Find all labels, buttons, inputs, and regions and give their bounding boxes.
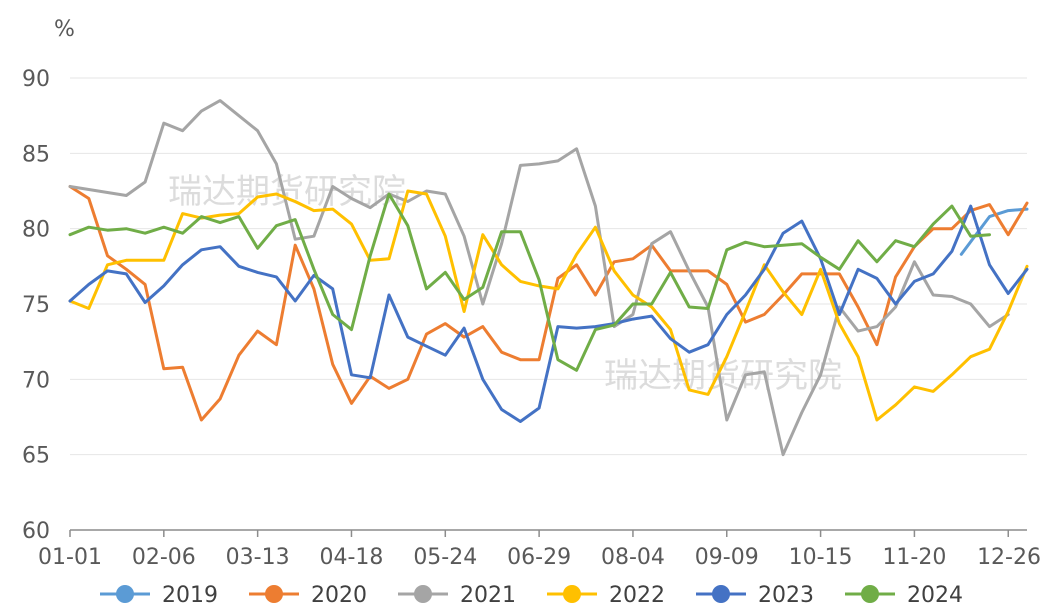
y-tick-label: 70 xyxy=(22,368,50,393)
legend-label: 2023 xyxy=(758,583,814,608)
legend-label: 2021 xyxy=(460,583,516,608)
legend-marker xyxy=(414,585,432,603)
x-tick-label: 10-15 xyxy=(789,545,853,570)
legend-item-2023[interactable]: 2023 xyxy=(696,583,814,608)
y-tick-label: 60 xyxy=(22,519,50,544)
x-tick-label: 01-01 xyxy=(38,545,102,570)
x-tick-label: 09-09 xyxy=(695,545,759,570)
y-tick-label: 75 xyxy=(22,293,50,318)
series-line-2019 xyxy=(959,207,1029,256)
y-axis-ticks: 60 65 70 75 80 85 90 xyxy=(22,67,50,544)
x-tick-label: 11-20 xyxy=(882,545,946,570)
x-tick-label: 04-18 xyxy=(320,545,384,570)
legend-label: 2022 xyxy=(609,583,665,608)
legend-item-2019[interactable]: 2019 xyxy=(100,583,218,608)
series-line-2022 xyxy=(68,189,1029,422)
legend-marker xyxy=(116,585,134,603)
legend-label: 2024 xyxy=(907,583,963,608)
y-axis-unit-label: % xyxy=(54,17,75,42)
y-tick-label: 80 xyxy=(22,218,50,243)
x-tick-label: 12-26 xyxy=(977,545,1041,570)
series-line-2024 xyxy=(68,192,991,372)
gridlines xyxy=(70,77,1027,456)
legend-item-2022[interactable]: 2022 xyxy=(547,583,665,608)
x-tick-label: 05-24 xyxy=(413,545,477,570)
x-tick-label: 02-06 xyxy=(132,545,196,570)
legend-label: 2019 xyxy=(162,583,218,608)
x-tick-label: 06-29 xyxy=(507,545,571,570)
legend-marker xyxy=(563,585,581,603)
series-lines xyxy=(68,99,1029,457)
legend-item-2021[interactable]: 2021 xyxy=(398,583,516,608)
legend-marker xyxy=(712,585,730,603)
legend-label: 2020 xyxy=(311,583,367,608)
legend-item-2024[interactable]: 2024 xyxy=(845,583,963,608)
series-line-2023 xyxy=(68,204,1029,423)
y-tick-label: 65 xyxy=(22,444,50,469)
x-tick-label: 03-13 xyxy=(226,545,290,570)
y-tick-label: 90 xyxy=(22,67,50,92)
legend-marker xyxy=(861,585,879,603)
legend: 2019 2020 2021 2022 2023 2024 xyxy=(100,583,963,608)
series-line-2021 xyxy=(68,99,1010,457)
legend-marker xyxy=(265,585,283,603)
legend-item-2020[interactable]: 2020 xyxy=(249,583,367,608)
x-tick-label: 08-04 xyxy=(601,545,665,570)
x-axis-ticks: 01-01 02-06 03-13 04-18 05-24 06-29 08-04 09-09… xyxy=(38,530,1041,570)
y-tick-label: 85 xyxy=(22,142,50,167)
